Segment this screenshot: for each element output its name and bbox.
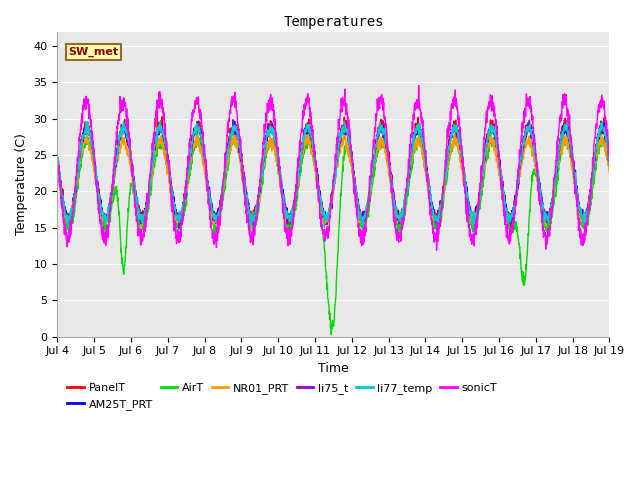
li75_t: [605, 150, 613, 156]
li75_t: [229, 117, 237, 122]
NR01_PRT: [230, 131, 238, 136]
AirT: [328, 332, 335, 337]
PanelT: [605, 158, 613, 164]
Line: li75_t: li75_t: [58, 120, 609, 228]
li75_t: [208, 205, 216, 211]
li77_temp: [362, 209, 370, 215]
AM25T_PRT: [208, 208, 216, 214]
PanelT: [54, 156, 61, 162]
AM25T_PRT: [54, 156, 61, 161]
li75_t: [557, 136, 565, 142]
li77_temp: [340, 119, 348, 124]
li77_temp: [321, 224, 328, 230]
Line: AirT: AirT: [58, 134, 609, 335]
AirT: [605, 169, 613, 175]
Line: AM25T_PRT: AM25T_PRT: [58, 121, 609, 228]
sonicT: [362, 233, 369, 239]
AM25T_PRT: [573, 187, 580, 192]
AirT: [597, 131, 605, 137]
sonicT: [349, 172, 357, 178]
sonicT: [605, 163, 613, 168]
PanelT: [158, 114, 166, 120]
PanelT: [494, 150, 502, 156]
AM25T_PRT: [557, 141, 565, 146]
Line: PanelT: PanelT: [58, 117, 609, 228]
sonicT: [433, 247, 440, 253]
NR01_PRT: [605, 169, 613, 175]
Line: li77_temp: li77_temp: [58, 121, 609, 227]
li77_temp: [605, 154, 613, 159]
AirT: [349, 178, 357, 183]
AirT: [557, 148, 564, 154]
AM25T_PRT: [362, 206, 370, 212]
PanelT: [208, 211, 216, 217]
AirT: [207, 213, 215, 219]
NR01_PRT: [573, 194, 580, 200]
li77_temp: [494, 149, 502, 155]
Line: sonicT: sonicT: [58, 85, 609, 250]
li75_t: [362, 209, 370, 215]
NR01_PRT: [213, 224, 221, 230]
li77_temp: [557, 132, 565, 138]
AirT: [572, 191, 580, 196]
li77_temp: [350, 176, 358, 182]
NR01_PRT: [362, 203, 370, 209]
PanelT: [362, 213, 370, 219]
PanelT: [64, 226, 72, 231]
AirT: [362, 221, 369, 227]
AM25T_PRT: [605, 150, 613, 156]
sonicT: [54, 159, 61, 165]
sonicT: [415, 83, 422, 88]
AM25T_PRT: [231, 119, 239, 124]
li77_temp: [207, 201, 215, 207]
Y-axis label: Temperature (C): Temperature (C): [15, 133, 28, 235]
li77_temp: [573, 187, 580, 192]
Line: NR01_PRT: NR01_PRT: [58, 133, 609, 227]
NR01_PRT: [207, 207, 215, 213]
X-axis label: Time: Time: [318, 362, 349, 375]
AirT: [494, 157, 502, 163]
PanelT: [573, 189, 580, 195]
sonicT: [494, 143, 502, 148]
AM25T_PRT: [101, 225, 109, 230]
sonicT: [573, 197, 580, 203]
Title: Temperatures: Temperatures: [283, 15, 383, 29]
li75_t: [350, 172, 358, 178]
li77_temp: [54, 155, 61, 161]
PanelT: [350, 168, 358, 174]
AM25T_PRT: [350, 172, 358, 178]
li75_t: [494, 154, 502, 160]
li75_t: [54, 159, 61, 165]
PanelT: [557, 129, 565, 134]
sonicT: [207, 225, 215, 231]
sonicT: [557, 118, 565, 123]
Legend: PanelT, AM25T_PRT, AirT, NR01_PRT, li75_t, li77_temp, sonicT: PanelT, AM25T_PRT, AirT, NR01_PRT, li75_…: [63, 379, 501, 414]
AirT: [54, 163, 61, 168]
NR01_PRT: [494, 158, 502, 164]
NR01_PRT: [350, 179, 358, 185]
li75_t: [175, 225, 182, 231]
AM25T_PRT: [494, 155, 502, 161]
NR01_PRT: [557, 144, 565, 149]
NR01_PRT: [54, 164, 61, 170]
Text: SW_met: SW_met: [68, 47, 118, 57]
li75_t: [573, 186, 580, 192]
